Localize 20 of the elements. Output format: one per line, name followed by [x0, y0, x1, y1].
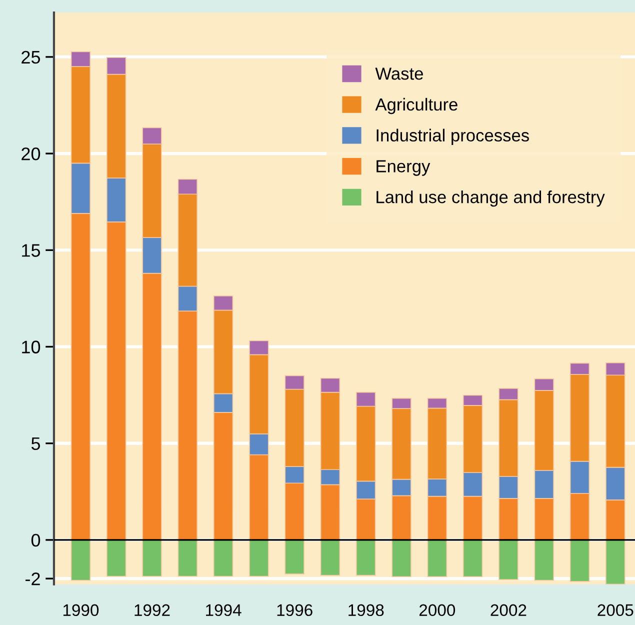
y-tick-label: 20 — [22, 147, 40, 160]
y-tick-label: 0 — [31, 534, 40, 547]
legend-label: Energy — [376, 160, 430, 176]
legend-label: Agriculture — [375, 98, 458, 114]
y-tick-label: 5 — [31, 437, 40, 450]
legend-label: Waste — [375, 68, 423, 80]
x-tick-label: 2005 — [598, 604, 634, 616]
x-tick-label: 2002 — [490, 604, 526, 616]
y-tick-label: 10 — [22, 340, 40, 354]
x-tick-label: 1992 — [134, 604, 170, 616]
x-tick-label: 1994 — [206, 604, 242, 616]
y-tick-label: 15 — [22, 244, 40, 257]
x-tick-label: 1996 — [277, 604, 312, 616]
x-tick-label: 1990 — [63, 604, 99, 616]
x-tick-label: 1998 — [348, 604, 384, 616]
legend-label: Land use change and forestry — [376, 190, 605, 207]
x-tick-label: 2000 — [419, 604, 456, 616]
y-tick-label: 25 — [22, 50, 40, 64]
y-tick-label: -2 — [26, 572, 40, 586]
legend-label: Industrial processes — [376, 128, 529, 145]
